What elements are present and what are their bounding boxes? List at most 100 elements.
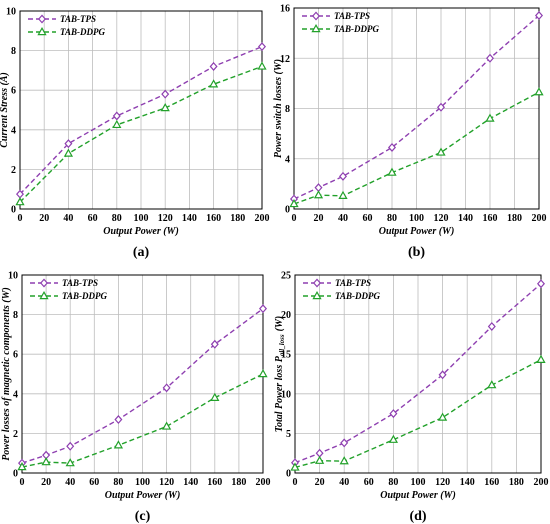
x-tick-label: 160 bbox=[206, 213, 221, 224]
y-axis-label-main: Total Power loss P bbox=[274, 355, 285, 432]
legend-label: TAB-DDPG bbox=[62, 291, 108, 301]
x-tick-label: 120 bbox=[158, 213, 173, 224]
series-line bbox=[19, 45, 263, 195]
data-point bbox=[258, 368, 268, 378]
data-point bbox=[339, 456, 349, 465]
x-tick-label: 140 bbox=[182, 213, 197, 224]
x-tick-label: 0 bbox=[293, 477, 298, 488]
legend-marker bbox=[312, 290, 322, 300]
panel-label: (d) bbox=[409, 509, 426, 524]
y-tick-label: 8 bbox=[11, 46, 16, 57]
y-axis-label: Current Stress (A) bbox=[0, 72, 10, 148]
data-point bbox=[209, 61, 218, 71]
data-point bbox=[314, 455, 325, 464]
y-tick-label: 0 bbox=[13, 469, 18, 480]
legend-marker bbox=[311, 11, 321, 21]
y-tick-label: 16 bbox=[280, 4, 290, 15]
x-tick-label: 40 bbox=[338, 213, 348, 224]
x-tick-label: 20 bbox=[314, 213, 324, 224]
legend-label: TAB-DDPG bbox=[60, 27, 106, 37]
x-tick-label: 20 bbox=[39, 213, 49, 224]
data-point bbox=[536, 279, 546, 289]
x-tick-label: 0 bbox=[20, 477, 25, 488]
y-axis-label: Total Power loss Pall_loss (W) bbox=[274, 316, 286, 432]
x-tick-label: 20 bbox=[315, 477, 325, 488]
y-tick-label: 10 bbox=[8, 271, 18, 282]
chart-panel-1: 0 20 40 60 80 100 120 140 160 180 200 0 2 4 6 8 10 Output… bbox=[0, 7, 270, 261]
legend-marker bbox=[312, 278, 322, 288]
data-point bbox=[41, 457, 51, 466]
legend-marker bbox=[37, 26, 47, 36]
y-tick-label: 0 bbox=[286, 469, 291, 480]
data-point bbox=[313, 190, 324, 199]
y-tick-label: 2 bbox=[13, 429, 18, 440]
x-tick-label: 120 bbox=[434, 213, 449, 224]
data-point bbox=[438, 370, 447, 380]
panel-label: (a) bbox=[133, 245, 150, 260]
chart-panel-3: 0 20 40 60 80 100 120 140 160 180 200 0 2 4 6 8 10 Output… bbox=[1, 271, 271, 524]
legend: TAB-TPS TAB-DDPG bbox=[30, 278, 108, 301]
legend-marker bbox=[39, 278, 49, 288]
x-tick-label: 0 bbox=[292, 213, 297, 224]
chart-panel-4: 0 20 40 60 80 100 120 140 160 180 200 0 5 10 15 20 25 Out… bbox=[274, 271, 549, 524]
data-point bbox=[258, 304, 268, 314]
x-tick-label: 100 bbox=[135, 477, 150, 488]
x-tick-label: 60 bbox=[88, 213, 98, 224]
data-point bbox=[338, 171, 348, 181]
data-point bbox=[338, 190, 348, 200]
panel-label: (b) bbox=[408, 245, 425, 260]
data-point bbox=[208, 79, 219, 88]
data-point bbox=[487, 321, 496, 331]
x-tick-label: 200 bbox=[534, 477, 549, 488]
data-point bbox=[160, 102, 170, 112]
data-point bbox=[387, 167, 397, 176]
x-tick-label: 160 bbox=[484, 477, 499, 488]
series-tab-ddpg bbox=[290, 354, 546, 471]
x-tick-label: 160 bbox=[207, 477, 222, 488]
data-point bbox=[161, 89, 170, 99]
x-tick-label: 60 bbox=[89, 477, 99, 488]
data-point bbox=[387, 142, 397, 152]
y-tick-label: 8 bbox=[13, 310, 18, 321]
x-tick-label: 80 bbox=[388, 477, 398, 488]
data-point bbox=[210, 392, 220, 401]
y-tick-label: 10 bbox=[6, 7, 16, 18]
data-point bbox=[289, 198, 299, 208]
data-point bbox=[17, 462, 27, 471]
data-point bbox=[436, 102, 446, 112]
x-tick-label: 40 bbox=[65, 477, 75, 488]
x-axis-label: Output Power (W) bbox=[380, 490, 456, 501]
x-tick-label: 40 bbox=[63, 213, 73, 224]
legend-label: TAB-TPS bbox=[62, 278, 98, 288]
y-tick-label: 4 bbox=[285, 154, 290, 165]
y-tick-label: 2 bbox=[11, 165, 16, 176]
plot-frame bbox=[293, 7, 540, 210]
plot-frame bbox=[294, 274, 542, 474]
data-point bbox=[487, 380, 497, 389]
data-point bbox=[113, 440, 124, 449]
plot-frame bbox=[19, 10, 263, 210]
x-tick-label: 100 bbox=[411, 477, 426, 488]
data-point bbox=[162, 383, 171, 393]
x-tick-label: 20 bbox=[41, 477, 51, 488]
x-tick-label: 80 bbox=[387, 213, 397, 224]
series-tab-tps bbox=[15, 42, 267, 199]
panel-label: (c) bbox=[135, 509, 151, 524]
x-tick-label: 100 bbox=[409, 213, 424, 224]
y-axis-label: Power losses of magnetic components (W) bbox=[1, 287, 12, 461]
data-point bbox=[389, 409, 398, 419]
y-tick-label: 15 bbox=[281, 350, 291, 361]
series-tab-ddpg bbox=[15, 61, 267, 206]
x-axis-label: Output Power (W) bbox=[379, 226, 455, 237]
y-tick-label: 6 bbox=[13, 350, 18, 361]
legend-label: TAB-TPS bbox=[60, 14, 96, 24]
y-tick-label: 8 bbox=[285, 104, 290, 115]
x-tick-label: 60 bbox=[364, 477, 374, 488]
data-point bbox=[63, 148, 74, 157]
legend-label: TAB-TPS bbox=[335, 278, 371, 288]
legend-marker bbox=[37, 14, 47, 24]
x-tick-label: 140 bbox=[458, 213, 473, 224]
series-tab-ddpg bbox=[17, 368, 268, 471]
data-point bbox=[112, 111, 121, 121]
